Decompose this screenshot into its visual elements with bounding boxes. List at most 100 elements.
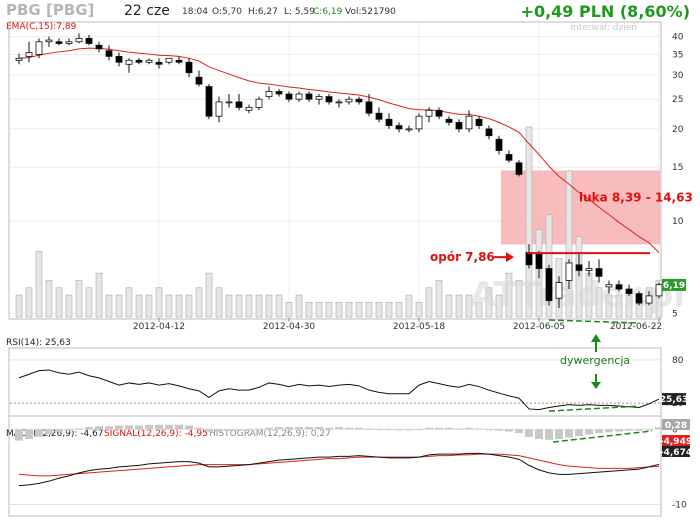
volume-bar [105, 294, 113, 318]
gap-label: luka 8,39 - 14,63 [579, 190, 693, 204]
price-badge [662, 278, 686, 291]
candle-body [335, 101, 343, 104]
histogram-bar [295, 427, 303, 430]
histogram-bar [85, 427, 93, 430]
histogram-bar [595, 429, 603, 434]
volume-bar [365, 302, 373, 318]
volume-bar [45, 280, 53, 318]
price-tick-label: 40 [672, 33, 684, 43]
candle-body [285, 93, 293, 100]
volume-bar [135, 294, 143, 318]
volume-bar [355, 302, 363, 318]
divergence-price-line [548, 319, 640, 324]
histogram-bar [35, 429, 43, 437]
macd-line [18, 452, 660, 487]
resistance-arrow-head [506, 252, 514, 263]
price-tick-label: 5 [672, 309, 678, 319]
candle-body [185, 61, 193, 74]
histogram-bar [475, 428, 483, 430]
divergence-macd-line [552, 430, 653, 443]
volume-bar [145, 294, 153, 318]
volume-bar [115, 294, 123, 318]
date-tick-label: 2012-05-18 [393, 322, 446, 332]
histogram-bar [175, 424, 183, 430]
histogram-bar [255, 428, 263, 430]
price-tick-label: 35 [672, 50, 683, 60]
histogram-bar [245, 429, 253, 431]
histogram-bar [325, 427, 333, 430]
candle-body [65, 41, 73, 44]
candle-body [205, 86, 213, 117]
rsi-tick-label: 80 [672, 356, 684, 366]
macd-tick-label: -10 [672, 500, 687, 510]
histogram-bar [455, 428, 463, 430]
volume-bar [395, 302, 403, 318]
volume-bar [85, 287, 93, 318]
volume-bar [515, 280, 523, 318]
histogram-bar [125, 425, 133, 430]
macd-badge-label-macd: -4,674 [660, 448, 692, 458]
divergence-rsi-line [548, 405, 640, 412]
divergence-label: dywergencja [560, 354, 630, 367]
histogram-bar [365, 428, 373, 430]
volume-bar [195, 287, 203, 318]
macd-tick-label: 0 [672, 425, 678, 435]
gap-rect [501, 170, 660, 245]
histogram-bar [185, 425, 193, 430]
rsi-badge [662, 393, 686, 406]
histogram-bar [605, 429, 613, 433]
histogram-bar [115, 425, 123, 430]
macd-badge-label-hist: 0,28 [665, 421, 687, 431]
price-tick-label: 20 [672, 125, 684, 135]
candle-body [35, 41, 43, 55]
candle-body [235, 101, 243, 108]
price-tick-label: 15 [672, 163, 683, 173]
histogram-bar [355, 427, 363, 430]
candle-body [325, 96, 333, 103]
volume-bar [295, 294, 303, 318]
candle-body [295, 93, 303, 100]
histogram-bar [655, 427, 663, 430]
candle-body [495, 138, 503, 151]
histogram-bar [415, 429, 423, 431]
candle-body [305, 93, 313, 100]
candle-body [25, 52, 33, 57]
volume-bar [455, 294, 463, 318]
histogram-bar [395, 429, 403, 431]
date-tick-label: 2012-06-22 [610, 322, 662, 332]
candle-body [535, 253, 543, 269]
histogram-label: HISTOGRAM(12,26,9): 0,27 [209, 429, 331, 439]
histogram-bar [195, 427, 203, 430]
price-tick-label: 10 [672, 217, 684, 227]
candle-body [145, 59, 153, 63]
volume-bar [345, 302, 353, 318]
histogram-bar [585, 429, 593, 435]
candle-body [355, 98, 363, 103]
volume-bar [615, 294, 623, 318]
macd-badge-macd [662, 446, 690, 457]
histogram-bar [465, 427, 473, 430]
histogram-bar [25, 429, 33, 440]
candle-body [475, 118, 483, 127]
header-volume: Vol:521790 [345, 7, 396, 17]
candle-body [225, 101, 233, 104]
candle-body [155, 61, 163, 65]
macd-badge-signal [662, 435, 690, 446]
candle-body [265, 91, 273, 97]
volume-bar [525, 126, 533, 318]
candle-body [585, 268, 593, 271]
candle-body [15, 57, 23, 61]
candle-body [245, 107, 253, 111]
candle-body [565, 262, 573, 281]
header-date: 22 cze [124, 3, 170, 19]
candle-body [615, 284, 623, 290]
candle-body [465, 115, 473, 130]
divergence-down-arrow-head [591, 382, 601, 389]
histogram-bar [15, 429, 23, 441]
resistance-label: opór 7,86 [430, 250, 495, 264]
candle-body [525, 252, 533, 266]
histogram-bar [135, 425, 143, 430]
volume-bar [575, 236, 583, 318]
volume-bar [435, 280, 443, 318]
volume-bar [95, 272, 103, 318]
